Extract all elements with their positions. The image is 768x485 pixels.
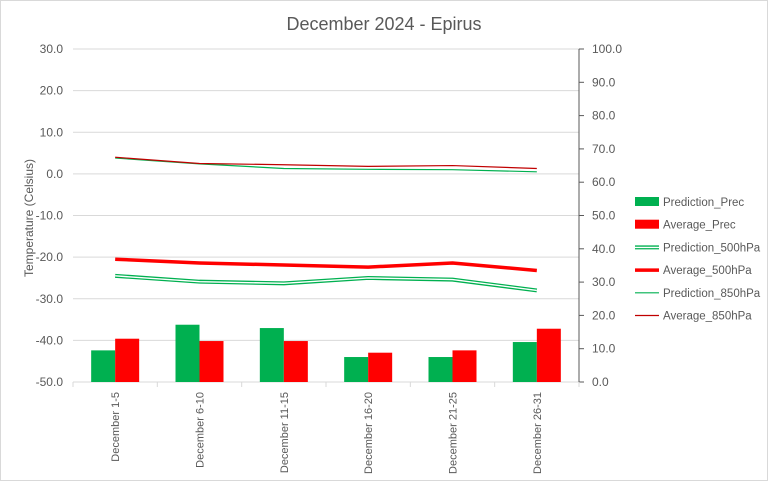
line-prediction-850hpa	[115, 157, 537, 173]
y2-tick-label: 20.0	[592, 308, 616, 322]
y-tick-label: 30.0	[40, 42, 64, 56]
line-average-500hpa	[115, 257, 537, 273]
bar-average-prec	[536, 328, 561, 382]
x-category-label: December 21-25	[448, 392, 460, 474]
y-axis-label: Temperature (Celsius)	[22, 159, 36, 277]
bar-prediction-prec	[259, 328, 284, 382]
x-category-label: December 6-10	[195, 392, 207, 468]
y-tick-label: -30.0	[36, 292, 64, 306]
chart-title: December 2024 - Epirus	[286, 14, 481, 34]
y2-tick-label: 90.0	[592, 75, 616, 89]
y2-tick-label: 30.0	[592, 275, 616, 289]
y-tick-label: -10.0	[36, 209, 64, 223]
bar-prediction-prec	[344, 357, 369, 382]
bar-average-prec	[199, 341, 224, 382]
bar-prediction-prec	[91, 350, 116, 382]
legend-average-500hpa-label: Average_500hPa	[663, 265, 752, 277]
y2-tick-label: 100.0	[592, 42, 622, 56]
y2-tick-label: 60.0	[592, 175, 616, 189]
y-tick-label: -40.0	[36, 333, 64, 347]
x-category-label: December 11-15	[279, 392, 291, 473]
bar-average-prec	[452, 350, 477, 382]
gridlines	[73, 48, 579, 383]
legend: Prediction_Prec Average_Prec Prediction_50…	[635, 197, 761, 323]
axis-layer: 30.0 20.0 10.0 0.0 -10.0 -20.0 -30.0 -40.0 -50.0…	[36, 42, 623, 474]
legend-prediction-500hpa-label: Prediction_500hPa	[663, 242, 761, 254]
y-tick-label: 20.0	[40, 84, 64, 98]
line-layer	[115, 156, 538, 293]
y2-tick-label: 70.0	[592, 142, 616, 156]
bar-average-prec	[115, 338, 140, 382]
bar-prediction-prec	[428, 357, 453, 382]
y2-tick-label: 10.0	[592, 342, 616, 356]
line-prediction-500hpa	[115, 273, 538, 293]
y-tick-label: 0.0	[46, 167, 63, 181]
y2-tick-label: 0.0	[592, 375, 609, 389]
legend-average-prec-label: Average_Prec	[663, 220, 736, 232]
bar-layer	[91, 324, 561, 382]
y2-tick-label: 40.0	[592, 242, 616, 256]
bar-prediction-prec	[175, 324, 200, 382]
y2-tick-label: 80.0	[592, 109, 616, 123]
legend-prediction-prec-swatch	[635, 197, 659, 206]
y-tick-label: -50.0	[36, 375, 64, 389]
x-category-label: December 16-20	[363, 392, 375, 474]
line-average-850hpa	[115, 156, 537, 170]
x-category-label: December 1-5	[110, 392, 122, 462]
bar-average-prec	[283, 341, 308, 382]
y-tick-label: -20.0	[36, 250, 64, 264]
line-prediction-500hpa-inner	[115, 275, 537, 292]
bar-prediction-prec	[512, 342, 537, 382]
legend-prediction-prec-label: Prediction_Prec	[663, 197, 744, 209]
legend-prediction-850hpa-label: Prediction_850hPa	[663, 288, 761, 300]
legend-average-850hpa-label: Average_850hPa	[663, 311, 752, 323]
y-tick-label: 10.0	[40, 125, 64, 139]
bar-average-prec	[368, 352, 393, 382]
x-category-label: December 26-31	[532, 392, 544, 474]
legend-average-prec-swatch	[635, 219, 659, 229]
y2-tick-label: 50.0	[592, 209, 616, 223]
